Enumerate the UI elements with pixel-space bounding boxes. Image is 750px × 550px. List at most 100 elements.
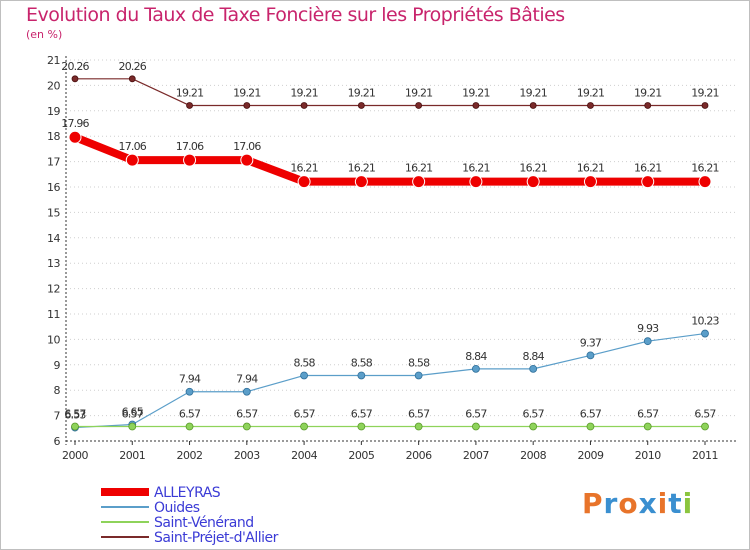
data-label: 6.53 [64, 409, 86, 422]
data-point [240, 153, 254, 167]
data-point [354, 175, 368, 189]
data-point [297, 175, 311, 189]
data-label: 6.57 [293, 408, 315, 421]
data-label: 9.37 [580, 336, 602, 349]
y-tick-label: 12 [47, 283, 60, 296]
y-tick-label: 18 [47, 130, 60, 143]
x-tick-label: 2001 [119, 449, 145, 462]
data-label: 7.94 [179, 373, 201, 386]
y-tick-label: 14 [47, 232, 60, 245]
data-label: 19.21 [462, 86, 490, 99]
data-label: 6.57 [580, 408, 602, 421]
data-label: 6.65 [122, 405, 144, 418]
x-tick-label: 2011 [692, 449, 718, 462]
data-point [128, 75, 136, 83]
logo-letter: i [657, 487, 669, 520]
data-label: 6.57 [122, 408, 144, 421]
x-tick-label: 2003 [234, 449, 260, 462]
x-tick-label: 2002 [177, 449, 203, 462]
data-label: 16.21 [634, 162, 662, 175]
data-point [472, 364, 480, 373]
data-point [644, 102, 652, 109]
data-point [529, 102, 537, 109]
data-label: 6.57 [523, 408, 545, 421]
data-point [701, 102, 709, 109]
data-point [526, 175, 540, 189]
x-tick-label: 2009 [577, 449, 603, 462]
y-tick-label: 7 [54, 410, 61, 423]
y-tick-label: 19 [47, 105, 60, 118]
logo-letter: o [618, 487, 639, 520]
data-point [586, 351, 595, 360]
data-label: 19.21 [634, 86, 662, 99]
data-label: 16.21 [405, 162, 433, 175]
data-point [472, 102, 480, 109]
data-point [128, 422, 137, 431]
data-label: 8.58 [293, 356, 315, 369]
y-tick-label: 20 [47, 79, 60, 92]
data-label: 17.06 [233, 140, 261, 153]
data-point [412, 175, 426, 189]
data-point [415, 102, 423, 109]
data-label: 8.58 [408, 356, 430, 369]
logo-letter: i [682, 487, 694, 520]
data-label: 20.26 [61, 60, 89, 73]
data-point [701, 329, 709, 338]
data-point [243, 102, 251, 109]
data-label: 19.21 [233, 86, 261, 99]
y-tick-label: 21 [47, 54, 60, 67]
data-label: 10.23 [691, 315, 719, 328]
proxiti-logo: Proxiti [582, 487, 693, 520]
legend-label: Saint-Vénérand [154, 515, 254, 531]
x-tick-label: 2005 [348, 449, 374, 462]
data-label: 16.21 [519, 162, 547, 175]
logo-letter: x [638, 487, 658, 520]
data-point [242, 422, 251, 431]
y-tick-label: 17 [47, 156, 60, 169]
y-tick-label: 8 [54, 384, 61, 397]
data-point [414, 422, 423, 431]
y-tick-label: 10 [47, 333, 60, 346]
data-label: 19.21 [691, 86, 719, 99]
data-point [357, 102, 365, 109]
data-point [71, 75, 79, 83]
data-point [185, 422, 194, 431]
data-label: 9.93 [637, 322, 659, 335]
data-label: 6.57 [694, 408, 716, 421]
data-point [68, 130, 82, 144]
data-point [186, 102, 193, 109]
y-tick-label: 9 [54, 359, 61, 372]
data-point [469, 175, 483, 189]
legend-label: ALLEYRAS [154, 485, 221, 501]
data-label: 19.21 [348, 86, 376, 99]
data-point [71, 422, 79, 431]
data-point [587, 102, 594, 109]
data-point [529, 422, 538, 431]
data-point [472, 422, 480, 431]
y-tick-label: 13 [47, 257, 60, 270]
data-point [300, 422, 308, 431]
data-label: 6.57 [64, 408, 86, 421]
data-label: 8.84 [523, 350, 545, 363]
y-tick-label: 6 [54, 435, 61, 448]
data-point [414, 371, 423, 380]
x-tick-label: 2010 [635, 449, 661, 462]
x-tick-label: 2008 [520, 449, 546, 462]
data-label: 6.57 [408, 408, 430, 421]
data-label: 17.96 [61, 117, 89, 130]
data-point [357, 371, 366, 380]
data-label: 19.21 [405, 86, 433, 99]
y-tick-label: 15 [47, 206, 60, 219]
data-label: 16.21 [577, 162, 605, 175]
data-point [701, 422, 709, 431]
data-point [643, 422, 652, 431]
data-label: 8.84 [465, 350, 487, 363]
data-label: 6.57 [351, 408, 373, 421]
x-tick-label: 2004 [291, 449, 317, 462]
data-point [185, 387, 194, 396]
logo-letter: P [582, 487, 604, 520]
data-point [529, 364, 538, 373]
unit-label: (en %) [26, 28, 63, 41]
data-label: 6.57 [236, 408, 258, 421]
